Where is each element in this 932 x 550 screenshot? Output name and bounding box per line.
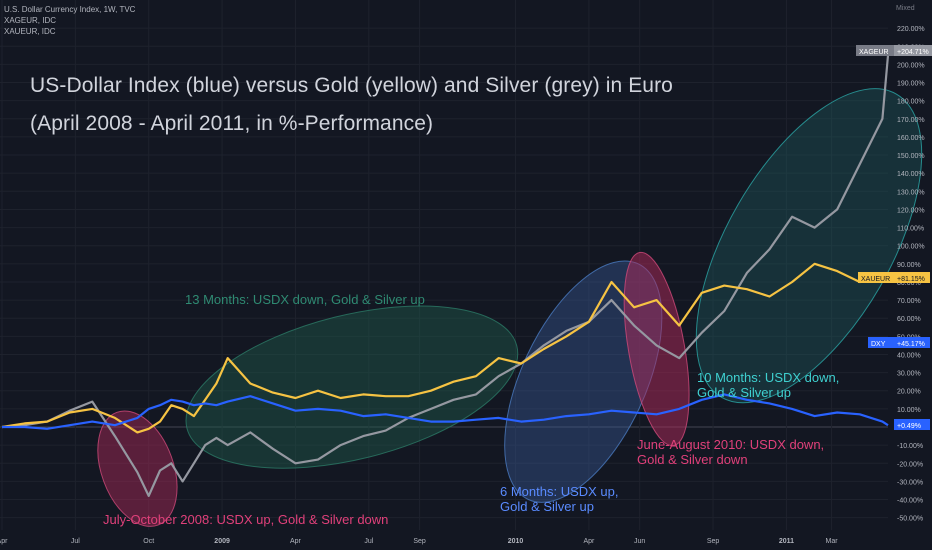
- y-tick-label: 40.00%: [897, 352, 921, 359]
- annotation-red-1: July-October 2008: USDX up, Gold & Silve…: [103, 512, 388, 527]
- phase-ellipse: [695, 88, 923, 404]
- y-tick-label: 120.00%: [897, 207, 925, 214]
- y-tick-label: 200.00%: [897, 62, 925, 69]
- tag-dxy-change: +0.49%: [897, 423, 921, 430]
- annotation-blue-2: Gold & Silver up: [500, 499, 594, 514]
- annotation-teal-1: 10 Months: USDX down,: [697, 370, 839, 385]
- series-dxy-line: [2, 393, 889, 430]
- grid: [0, 0, 888, 530]
- tag-xaueur-name: XAUEUR: [861, 276, 890, 283]
- tag-dxy-value: +45.17%: [897, 341, 925, 348]
- y-tick-label: 150.00%: [897, 153, 925, 160]
- x-tick-label: Sep: [707, 538, 720, 545]
- y-tick-label: 90.00%: [897, 262, 921, 269]
- tag-xaueur-value: +81.15%: [897, 276, 925, 283]
- annotation-red-2a: June-August 2010: USDX down,: [637, 437, 824, 452]
- x-tick-label: Apr: [0, 538, 8, 545]
- annotations: July-October 2008: USDX up, Gold & Silve…: [103, 292, 839, 527]
- tag-dxy-name-bg: [868, 337, 894, 348]
- series-xaueur-line: [1, 262, 889, 434]
- x-tick-label: Sep: [413, 538, 426, 545]
- tag-xaueur-name-bg: [858, 272, 894, 283]
- y-tick-label: 160.00%: [897, 135, 925, 142]
- x-tick-label: Oct: [143, 538, 154, 545]
- symbol-line: U.S. Dollar Currency Index, 1W, TVC: [4, 5, 136, 14]
- y-tick-label: -30.00%: [897, 479, 923, 486]
- y-tick-label: 180.00%: [897, 99, 925, 106]
- value-tags: XAGEUR +204.71% XAUEUR +81.15% DXY +45.17% +0.…: [856, 45, 932, 430]
- chart-title-line1: US-Dollar Index (blue) versus Gold (yell…: [30, 74, 673, 97]
- annotation-teal-2: Gold & Silver up: [697, 385, 791, 400]
- chart-title-line2: (April 2008 - April 2011, in %-Performan…: [30, 112, 434, 135]
- phase-ellipse: [185, 305, 519, 469]
- symbol-3: XAUEUR, IDC: [4, 27, 56, 36]
- y-tick-label: -10.00%: [897, 443, 923, 450]
- tag-dxy-value-bg: [894, 337, 930, 348]
- y-tick-label: 170.00%: [897, 117, 925, 124]
- series-lines: [1, 55, 890, 497]
- x-tick-label: Jul: [71, 538, 80, 545]
- tag-xageur-name-bg: [856, 45, 894, 56]
- y-tick-label: 140.00%: [897, 171, 925, 178]
- annotation-red-2b: Gold & Silver down: [637, 452, 748, 467]
- x-tick-label: Apr: [290, 538, 302, 545]
- phase-ellipses: [97, 88, 923, 527]
- axis-mode[interactable]: Mixed: [896, 5, 915, 12]
- x-tick-label: 2010: [508, 538, 524, 545]
- y-tick-label: 100.00%: [897, 244, 925, 251]
- tag-xaueur-value-bg: [894, 272, 930, 283]
- y-tick-label: 70.00%: [897, 298, 921, 305]
- x-tick-label: Apr: [583, 538, 595, 545]
- tag-xageur-name: XAGEUR: [859, 49, 889, 56]
- y-tick-label: 80.00%: [897, 280, 921, 287]
- annotation-green: 13 Months: USDX down, Gold & Silver up: [185, 292, 425, 307]
- y-tick-label: 30.00%: [897, 371, 921, 378]
- y-tick-label: -40.00%: [897, 498, 923, 505]
- tag-dxy-change-bg: [894, 419, 930, 430]
- tag-xageur-value-bg: [894, 45, 932, 56]
- y-tick-label: 220.00%: [897, 26, 925, 33]
- y-tick-label: -20.00%: [897, 461, 923, 468]
- y-tick-label: -50.00%: [897, 516, 923, 523]
- x-tick-label: Mar: [826, 538, 839, 545]
- phase-ellipse: [623, 251, 690, 447]
- y-tick-label: 110.00%: [897, 226, 924, 233]
- x-axis: Apr Jul Oct 2009 Apr Jul Sep 2010 Apr Jun Sep 2011 M…: [0, 538, 838, 545]
- y-tick-label: 10.00%: [897, 407, 921, 414]
- y-axis: 220.00%210.00%200.00%190.00%180.00%170.0…: [897, 26, 925, 523]
- x-tick-label: 2009: [214, 538, 230, 545]
- y-tick-label: 20.00%: [897, 389, 921, 396]
- tag-xageur-value: +204.71%: [897, 49, 929, 56]
- x-tick-label: Jul: [364, 538, 373, 545]
- y-tick-label: 130.00%: [897, 189, 925, 196]
- symbol-2: XAGEUR, IDC: [4, 16, 57, 25]
- y-tick-label: 190.00%: [897, 81, 925, 88]
- y-tick-label: 60.00%: [897, 316, 921, 323]
- x-tick-label: 2011: [779, 538, 794, 545]
- tag-dxy-name: DXY: [871, 341, 886, 348]
- annotation-blue-1: 6 Months: USDX up,: [500, 484, 619, 499]
- x-tick-label: Jun: [634, 538, 645, 545]
